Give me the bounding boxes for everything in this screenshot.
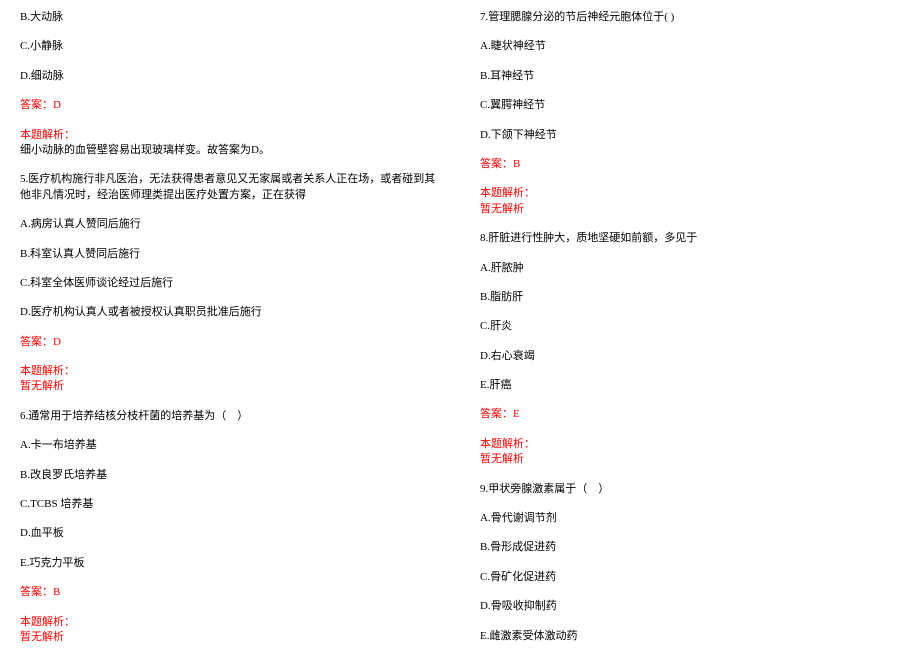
option-text: C.翼腭神经节 — [480, 98, 900, 113]
explain-label: 本题解析： — [480, 437, 900, 452]
exam-page: B.大动脉 C.小静脉 D.细动脉 答案：D 本题解析： 细小动脉的血管壁容易出… — [0, 0, 920, 651]
explain-text: 暂无解析 — [480, 452, 900, 467]
explanation-block: 本题解析： 暂无解析 — [20, 364, 440, 395]
option-text: B.脂肪肝 — [480, 290, 900, 305]
explain-text: 暂无解析 — [20, 379, 440, 394]
explain-text: 细小动脉的血管壁容易出现玻璃样变。故答案为D。 — [20, 143, 440, 158]
explanation-block: 本题解析： 暂无解析 — [20, 615, 440, 646]
question-stem: 7.管理腮腺分泌的节后神经元胞体位于( ) — [480, 10, 900, 25]
explanation-block: 本题解析： 暂无解析 — [480, 437, 900, 468]
explain-text: 暂无解析 — [20, 630, 440, 645]
option-text: E.肝癌 — [480, 378, 900, 393]
option-text: D.右心衰竭 — [480, 349, 900, 364]
explain-label: 本题解析： — [480, 186, 900, 201]
explain-label: 本题解析： — [20, 128, 440, 143]
question-stem: 6.通常用于培养结核分枝杆菌的培养基为（ ） — [20, 409, 440, 424]
question-stem: 8.肝脏进行性肿大，质地坚硬如前额，多见于 — [480, 231, 900, 246]
option-text: A.肝脓肿 — [480, 261, 900, 276]
answer-text: 答案：E — [480, 407, 900, 422]
option-text: B.耳神经节 — [480, 69, 900, 84]
right-column: 7.管理腮腺分泌的节后神经元胞体位于( ) A.睫状神经节 B.耳神经节 C.翼… — [460, 0, 920, 651]
answer-text: 答案：D — [20, 335, 440, 350]
explain-label: 本题解析： — [20, 364, 440, 379]
option-text: D.细动脉 — [20, 69, 440, 84]
option-text: C.肝炎 — [480, 319, 900, 334]
option-text: B.大动脉 — [20, 10, 440, 25]
option-text: D.医疗机构认真人或者被授权认真职员批准后施行 — [20, 305, 440, 320]
answer-text: 答案：B — [20, 585, 440, 600]
explain-text: 暂无解析 — [480, 202, 900, 217]
option-text: B.骨形成促进药 — [480, 540, 900, 555]
option-text: B.科室认真人赞同后施行 — [20, 247, 440, 262]
explanation-block: 本题解析： 细小动脉的血管壁容易出现玻璃样变。故答案为D。 — [20, 128, 440, 159]
left-column: B.大动脉 C.小静脉 D.细动脉 答案：D 本题解析： 细小动脉的血管壁容易出… — [0, 0, 460, 651]
question-stem: 5.医疗机构施行非凡医治，无法获得患者意见又无家属或者关系人正在场，或者碰到其他… — [20, 172, 440, 203]
answer-text: 答案：D — [20, 98, 440, 113]
option-text: B.改良罗氏培养基 — [20, 468, 440, 483]
option-text: A.卡一布培养基 — [20, 438, 440, 453]
option-text: A.睫状神经节 — [480, 39, 900, 54]
answer-text: 答案：B — [480, 157, 900, 172]
option-text: C.TCBS 培养基 — [20, 497, 440, 512]
option-text: C.小静脉 — [20, 39, 440, 54]
explain-label: 本题解析： — [20, 615, 440, 630]
option-text: D.骨吸收抑制药 — [480, 599, 900, 614]
question-stem: 9.甲状旁腺激素属于（ ） — [480, 482, 900, 497]
option-text: E.雌激素受体激动药 — [480, 629, 900, 644]
explanation-block: 本题解析： 暂无解析 — [480, 186, 900, 217]
option-text: D.下颌下神经节 — [480, 128, 900, 143]
option-text: A.病房认真人赞同后施行 — [20, 217, 440, 232]
option-text: C.科室全体医师谈论经过后施行 — [20, 276, 440, 291]
option-text: E.巧克力平板 — [20, 556, 440, 571]
option-text: D.血平板 — [20, 526, 440, 541]
option-text: A.骨代谢调节剂 — [480, 511, 900, 526]
option-text: C.骨矿化促进药 — [480, 570, 900, 585]
